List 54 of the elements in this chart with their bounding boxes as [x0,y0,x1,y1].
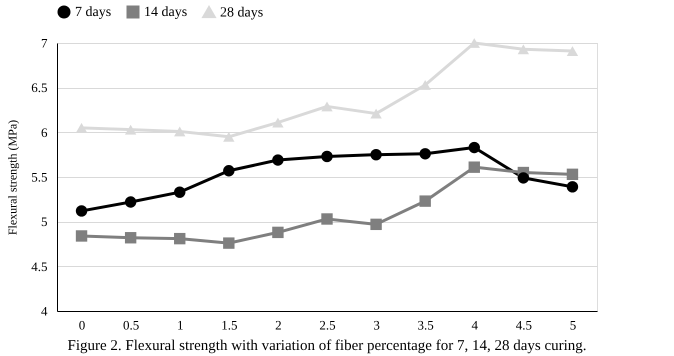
x-tick-label: 2 [275,318,282,332]
point [76,122,88,133]
legend-label: 28 days [220,5,264,20]
point [272,118,284,128]
x-tick-label: 1.5 [221,318,238,332]
x-tick-label: 3 [373,318,380,332]
x-tick-label: 1 [176,318,184,332]
point [124,232,136,244]
y-tick-label: 6 [41,124,48,140]
x-tick-label: 4.5 [516,318,532,332]
point [174,126,186,136]
y-tick-label: 5.5 [31,170,48,184]
point [321,101,333,112]
point [566,46,578,56]
point [468,142,480,154]
x-tick-label: 0.5 [123,318,140,332]
text: Figure 2. Flexural strength with variation of fiber percentage for 7, 14, 28 days curing. [67,338,587,354]
point [124,124,136,135]
point [174,232,186,244]
point [76,230,88,242]
point [370,218,382,230]
x-tick-label: 3.5 [418,318,434,332]
point [370,148,382,160]
x-tick-label: 5 [570,318,576,332]
point [321,213,333,225]
point [272,154,284,166]
point [223,165,235,176]
legend-label: 7 days [75,5,112,20]
y-tick-label: 4 [41,304,48,318]
point [370,108,382,119]
point [518,172,530,184]
y-tick-label: 7 [41,36,48,50]
point [419,148,431,160]
y-tick-label: 6.5 [31,80,48,96]
x-tick-label: 2.5 [319,318,336,332]
point [566,168,578,180]
point [272,226,284,238]
point [174,186,186,198]
point [566,181,578,193]
point [223,132,235,142]
point [468,161,480,173]
point [223,237,235,249]
legend-label: 14 days [144,5,188,20]
y-tick-label: 4.5 [31,258,48,274]
point [321,150,333,162]
point [419,195,431,207]
point [76,205,88,217]
point [419,80,431,90]
point [518,44,530,54]
x-tick-label: 4 [472,318,479,332]
y-axis-title: Flexural strength (MPa) [5,120,20,236]
point [124,196,136,208]
y-tick-label: 5 [41,214,48,230]
x-tick-label: 0 [78,318,86,332]
